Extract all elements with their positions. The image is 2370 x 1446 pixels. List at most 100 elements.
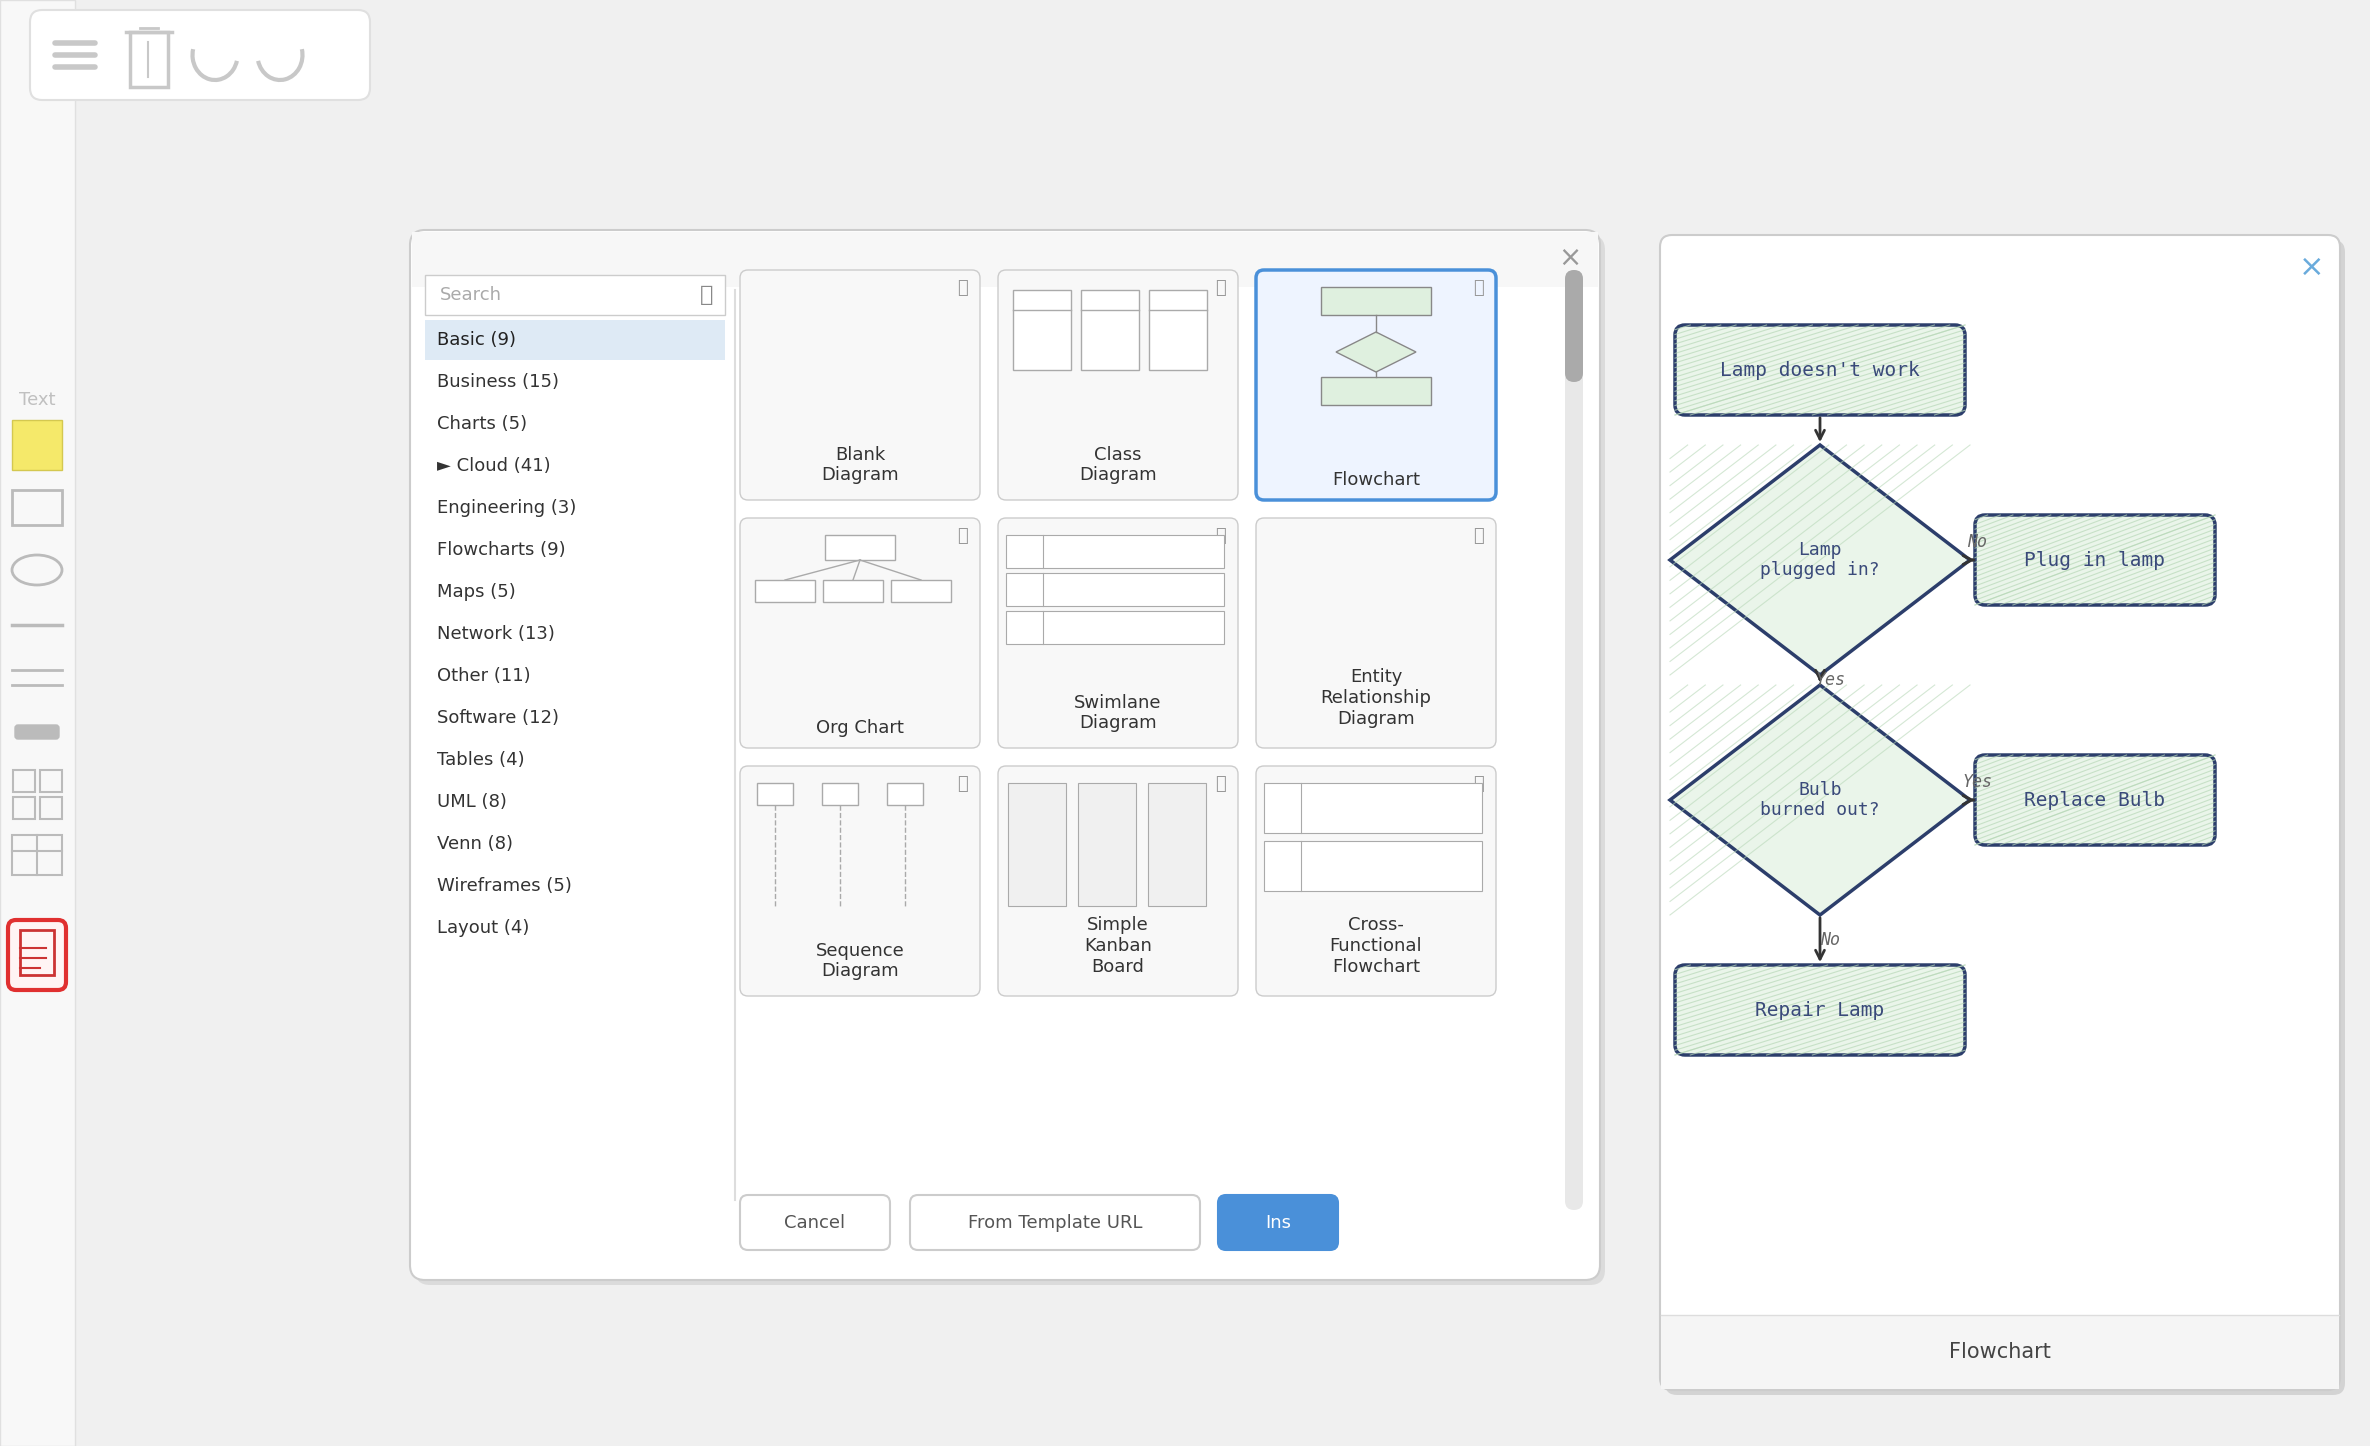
FancyBboxPatch shape [7, 920, 66, 991]
Text: Org Chart: Org Chart [815, 719, 903, 737]
Text: Network (13): Network (13) [436, 625, 555, 643]
Bar [1263, 842, 1481, 891]
Text: No: No [1967, 534, 1988, 551]
FancyBboxPatch shape [910, 1194, 1199, 1249]
Bar [424, 320, 725, 360]
Text: Yes: Yes [1962, 774, 1993, 791]
Text: Lamp doesn't work: Lamp doesn't work [1721, 360, 1920, 379]
FancyBboxPatch shape [1256, 766, 1495, 996]
Bar [424, 275, 725, 315]
FancyBboxPatch shape [998, 518, 1237, 748]
Text: Text: Text [19, 390, 55, 409]
Text: ⌕: ⌕ [1472, 526, 1484, 545]
Bar [12, 771, 36, 792]
FancyBboxPatch shape [998, 766, 1237, 996]
Text: Engineering (3): Engineering (3) [436, 499, 576, 518]
FancyBboxPatch shape [31, 10, 370, 100]
Polygon shape [1671, 685, 1969, 915]
Text: Simple
Kanban
Board: Simple Kanban Board [1083, 917, 1152, 976]
Text: Flowchart: Flowchart [1948, 1342, 2050, 1362]
Bar [1661, 1314, 2339, 1390]
FancyBboxPatch shape [1564, 270, 1583, 1210]
FancyBboxPatch shape [14, 724, 59, 739]
Bar [412, 231, 1597, 286]
Text: Plug in lamp: Plug in lamp [2024, 551, 2166, 570]
Text: ×: × [2299, 253, 2325, 282]
Bar [40, 771, 62, 792]
Polygon shape [1671, 445, 1969, 675]
FancyBboxPatch shape [410, 230, 1600, 1280]
FancyBboxPatch shape [1256, 518, 1495, 748]
Text: Other (11): Other (11) [436, 667, 531, 685]
Text: From Template URL: From Template URL [967, 1213, 1142, 1232]
Bar [1320, 286, 1431, 315]
Text: Cancel: Cancel [784, 1213, 846, 1232]
FancyBboxPatch shape [1676, 325, 1965, 415]
FancyBboxPatch shape [1218, 1194, 1339, 1249]
Text: ⌕: ⌕ [1213, 526, 1225, 545]
FancyBboxPatch shape [1974, 515, 2216, 604]
Bar [1005, 612, 1223, 643]
Polygon shape [1337, 333, 1415, 372]
FancyBboxPatch shape [415, 236, 1604, 1285]
FancyBboxPatch shape [1676, 964, 1965, 1056]
Bar [1007, 782, 1066, 907]
Text: Cross-
Functional
Flowchart: Cross- Functional Flowchart [1330, 917, 1422, 976]
Bar [886, 782, 922, 805]
Text: ⌕: ⌕ [1213, 279, 1225, 296]
Bar [1081, 291, 1140, 370]
Bar [756, 782, 794, 805]
Bar [12, 419, 62, 470]
Bar [12, 797, 36, 818]
Bar [1263, 782, 1481, 833]
Bar [822, 782, 858, 805]
Text: Wireframes (5): Wireframes (5) [436, 878, 571, 895]
FancyBboxPatch shape [739, 270, 981, 500]
Text: Flowcharts (9): Flowcharts (9) [436, 541, 566, 560]
Text: Basic (9): Basic (9) [436, 331, 517, 348]
Text: Yes: Yes [1815, 671, 1844, 688]
Bar [1012, 291, 1071, 370]
Bar [0, 0, 76, 1446]
Text: Sequence
Diagram: Sequence Diagram [815, 941, 905, 980]
Text: ⌕: ⌕ [699, 285, 713, 305]
Bar [130, 32, 168, 87]
Text: Search: Search [441, 286, 502, 304]
Text: No: No [1820, 931, 1839, 949]
Text: Venn (8): Venn (8) [436, 834, 512, 853]
Bar [1078, 782, 1135, 907]
Text: ⌕: ⌕ [957, 526, 967, 545]
Text: Software (12): Software (12) [436, 709, 559, 727]
Bar [1149, 291, 1206, 370]
Bar [19, 930, 55, 975]
Text: Maps (5): Maps (5) [436, 583, 517, 602]
Text: Class
Diagram: Class Diagram [1078, 445, 1157, 484]
Text: ⌕: ⌕ [957, 775, 967, 792]
Text: ⌕: ⌕ [957, 279, 967, 296]
Text: Replace Bulb: Replace Bulb [2024, 791, 2166, 810]
Text: ⌕: ⌕ [1472, 279, 1484, 296]
Bar [1147, 782, 1206, 907]
FancyBboxPatch shape [998, 270, 1237, 500]
Bar [1005, 573, 1223, 606]
Bar [12, 834, 62, 875]
Text: Charts (5): Charts (5) [436, 415, 526, 432]
Text: Lamp
plugged in?: Lamp plugged in? [1761, 541, 1879, 580]
FancyBboxPatch shape [739, 518, 981, 748]
Bar [822, 580, 884, 602]
FancyBboxPatch shape [1666, 240, 2344, 1395]
Bar [891, 580, 950, 602]
FancyBboxPatch shape [739, 1194, 891, 1249]
Text: Flowchart: Flowchart [1332, 471, 1420, 489]
Bar [825, 535, 896, 560]
Text: Ins: Ins [1266, 1213, 1292, 1232]
Text: Tables (4): Tables (4) [436, 750, 524, 769]
Text: Layout (4): Layout (4) [436, 920, 529, 937]
Text: Repair Lamp: Repair Lamp [1756, 1001, 1884, 1019]
Bar [1005, 535, 1223, 568]
Bar [1320, 377, 1431, 405]
Text: Bulb
burned out?: Bulb burned out? [1761, 781, 1879, 820]
Bar [756, 580, 815, 602]
Bar [12, 490, 62, 525]
Text: Entity
Relationship
Diagram: Entity Relationship Diagram [1320, 668, 1431, 727]
